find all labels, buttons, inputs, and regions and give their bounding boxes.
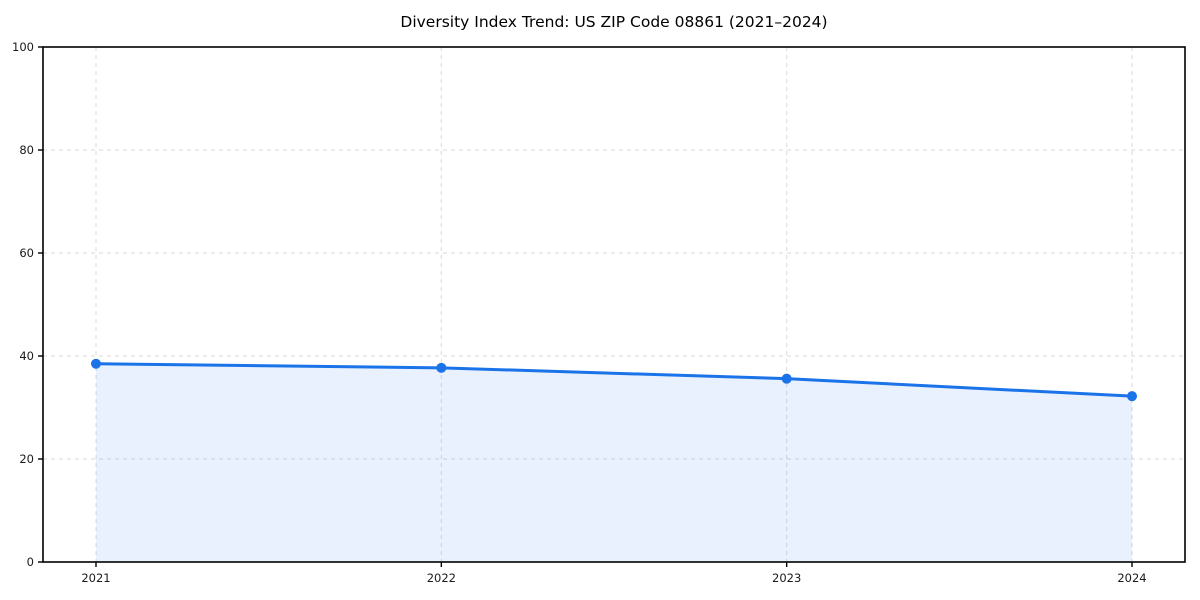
data-point-marker [436, 362, 447, 373]
x-axis-tick-label: 2022 [427, 571, 456, 585]
data-point-marker [90, 358, 101, 369]
x-axis-tick-label: 2024 [1117, 571, 1146, 585]
x-axis-tick-label: 2021 [81, 571, 110, 585]
y-axis-tick-label: 20 [19, 452, 34, 466]
trend-line [94, 362, 1134, 398]
y-axis-tick-label: 80 [19, 143, 34, 157]
area-fill [95, 363, 1133, 562]
chart-title: Diversity Index Trend: US ZIP Code 08861… [400, 13, 828, 31]
y-axis-tick-label: 40 [19, 349, 34, 363]
y-axis-tick-label: 60 [19, 246, 34, 260]
y-axis-tick-label: 0 [27, 555, 34, 569]
data-point-marker [781, 373, 792, 384]
data-point-marker [1127, 391, 1138, 402]
plot-frame [42, 46, 1186, 563]
x-axis-tick-label: 2023 [772, 571, 801, 585]
y-axis-tick-label: 100 [12, 40, 34, 54]
